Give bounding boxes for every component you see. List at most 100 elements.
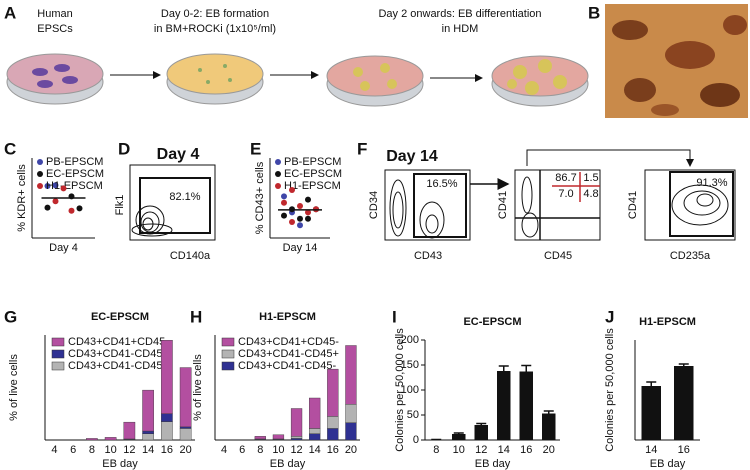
error-bar <box>646 381 657 386</box>
bar <box>519 371 533 440</box>
x-tick-label: 16 <box>161 444 173 456</box>
legend-swatch <box>51 337 65 347</box>
legend-label: CD43+CD41-CD45- <box>68 348 166 360</box>
step-text: Human <box>37 8 72 20</box>
x-tick-label: 6 <box>239 444 245 456</box>
bar-segment <box>179 428 192 441</box>
panel-label: J <box>605 307 614 326</box>
y-axis-label: % of live cells <box>192 354 204 421</box>
x-axis-label: EB day <box>102 458 138 470</box>
x-tick-label: 20 <box>543 444 555 456</box>
y-axis-label: Colonies per 50,000 cells <box>394 328 406 452</box>
step-text: EPSCs <box>37 23 73 35</box>
bar-segment <box>345 422 357 441</box>
legend-label: CD43+CD41+CD45- <box>68 336 169 348</box>
legend-swatch <box>221 361 235 371</box>
bar-segment <box>327 368 339 417</box>
dot <box>297 203 303 209</box>
dot <box>44 183 51 189</box>
dish <box>326 55 424 107</box>
x-tick-label: 16 <box>520 444 532 456</box>
bar-segment <box>345 345 357 405</box>
dot <box>44 204 51 211</box>
panel-label: B <box>588 3 600 22</box>
quadrant-value: 7.0 <box>558 188 573 200</box>
legend-marker <box>275 171 281 177</box>
flow-plot: Day 14 16.5% CD34 CD43 86.7 1.5 7.0 4.8 … <box>368 148 736 262</box>
y-axis-label: % KDR+ cells <box>16 164 28 232</box>
bar <box>674 366 694 440</box>
legend-marker <box>37 171 43 177</box>
y-tick-label: 100 <box>401 384 419 396</box>
bar <box>452 434 466 440</box>
dot <box>76 205 83 212</box>
panel-label: I <box>392 307 397 326</box>
gate-value: 16.5% <box>426 178 457 190</box>
error-bar <box>543 410 554 414</box>
x-tick-label: 8 <box>257 444 263 456</box>
dot <box>305 209 311 216</box>
legend-label: H1-EPSCM <box>46 180 103 192</box>
bar <box>542 413 556 440</box>
x-tick-label: 20 <box>180 444 192 456</box>
bar-segment <box>142 433 154 441</box>
dot <box>52 182 59 189</box>
bar-segment <box>327 416 339 429</box>
bar <box>641 386 661 440</box>
bar-segment <box>142 430 154 434</box>
x-tick-label: 20 <box>345 444 357 456</box>
panel-label: H <box>190 307 202 326</box>
panel-label: A <box>4 3 16 22</box>
step-text: Day 0-2: EB formation <box>161 8 269 20</box>
step-text: Day 2 onwards: EB differentiation <box>378 8 541 20</box>
y-tick-label: 50 <box>407 409 419 421</box>
y-axis-label: % CD43+ cells <box>254 161 266 234</box>
legend-label: EC-EPSCM <box>46 168 104 180</box>
plot-title: Day 14 <box>386 148 438 165</box>
dot <box>68 207 75 214</box>
legend-marker <box>37 159 43 165</box>
legend-label: PB-EPSCM <box>46 156 103 168</box>
x-tick-label: Day 14 <box>283 242 318 254</box>
axis-label: CD45 <box>544 250 572 262</box>
bar-segment <box>86 438 98 441</box>
axis-label: CD235a <box>670 250 711 262</box>
dish <box>166 53 264 105</box>
legend-label: PB-EPSCM <box>284 156 341 168</box>
axis-label: CD41 <box>627 191 639 219</box>
x-tick-label: 10 <box>272 444 284 456</box>
bar-segment <box>142 389 154 432</box>
dish <box>6 53 104 105</box>
dot <box>281 212 287 219</box>
gate-value: 82.1% <box>169 191 200 203</box>
y-tick-label: 200 <box>401 334 419 346</box>
y-tick-label: 0 <box>413 434 419 446</box>
quadrant-value: 1.5 <box>583 172 598 184</box>
error-bar <box>498 365 509 371</box>
axis-label: CD43 <box>414 250 442 262</box>
step-text: in BM+ROCKi (1x10⁵/ml) <box>154 23 276 35</box>
panel-label: F <box>357 139 367 158</box>
legend-marker <box>275 159 281 165</box>
x-tick-label: 12 <box>123 444 135 456</box>
x-tick-label: 14 <box>142 444 154 456</box>
quadrant-value: 86.7 <box>555 172 576 184</box>
dot <box>289 219 295 225</box>
dot <box>305 196 311 203</box>
x-tick-label: 4 <box>51 444 57 456</box>
dot <box>281 199 287 206</box>
gate-value: 91.3% <box>696 177 727 189</box>
dot <box>297 222 303 229</box>
legend-swatch <box>51 349 65 359</box>
chart-title: EC-EPSCM <box>91 311 149 323</box>
bar <box>497 371 511 440</box>
x-tick-label: 6 <box>70 444 76 456</box>
bar <box>474 425 488 440</box>
x-tick-label: Day 4 <box>49 242 78 254</box>
quadrant-value: 4.8 <box>583 188 598 200</box>
y-axis-label: % of live cells <box>8 354 20 421</box>
x-tick-label: 10 <box>453 444 465 456</box>
x-tick-label: 14 <box>309 444 321 456</box>
axis-label: CD34 <box>368 191 380 219</box>
x-tick-label: 14 <box>498 444 510 456</box>
